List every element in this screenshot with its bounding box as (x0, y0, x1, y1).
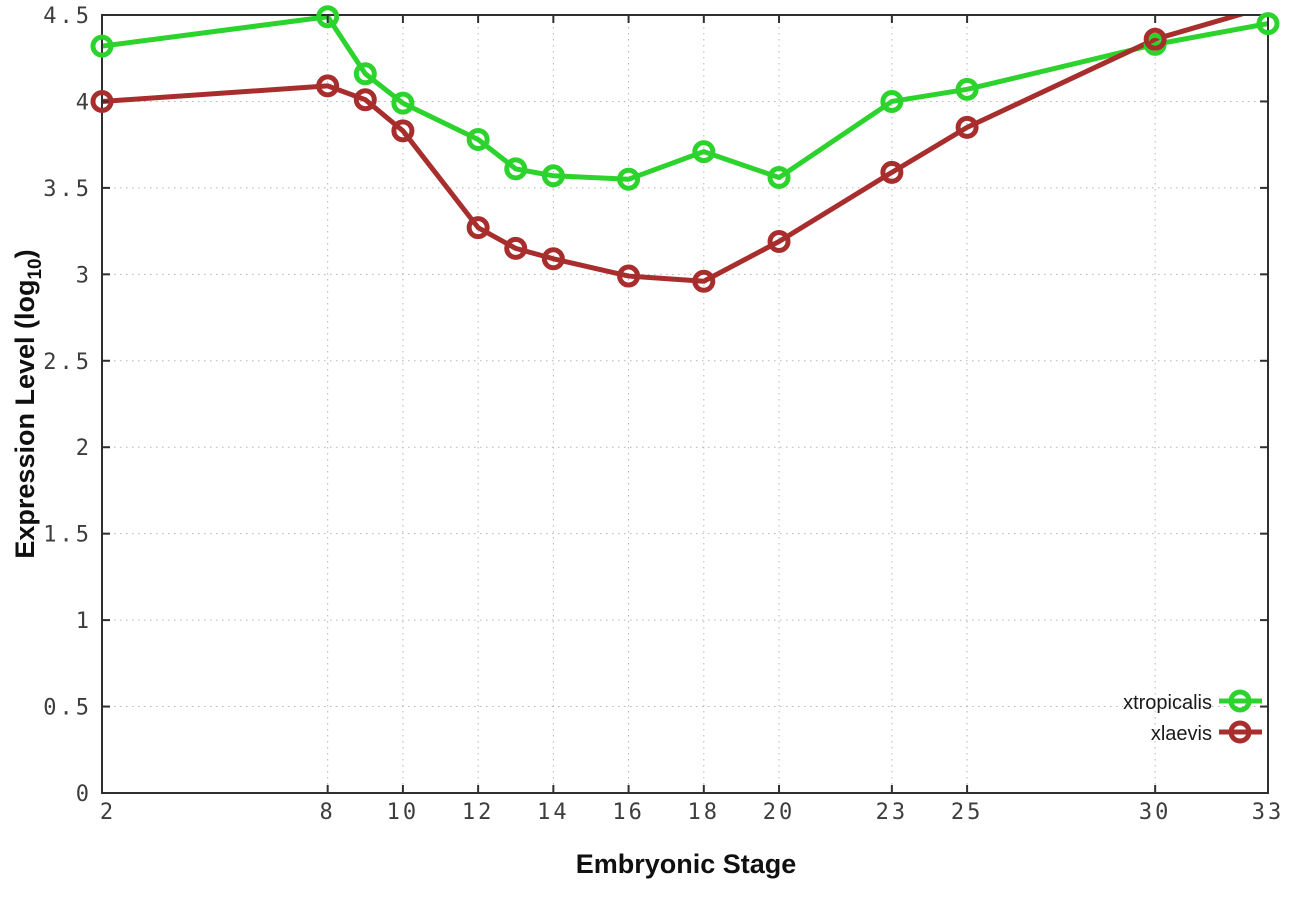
legend-label-xtropicalis: xtropicalis (1123, 692, 1212, 714)
x-tick-label: 14 (537, 800, 570, 825)
x-tick-label: 18 (688, 800, 721, 825)
y-tick-label: 0.5 (43, 696, 92, 721)
data-point-xlaevis-stage-12 (466, 216, 490, 240)
series-line-xtropicalis (102, 15, 1268, 182)
tick-label-layer: 2 8 10 12 14 16 18 20 23 25 30 33 0 0.5 1 1.5 2 2.5 3 3.5 4 4… (43, 4, 1285, 825)
data-point-xtropicalis-stage-18 (692, 140, 716, 164)
legend-label-xlaevis: xlaevis (1151, 723, 1212, 745)
data-point-xlaevis-stage-20 (767, 229, 791, 253)
data-point-xtropicalis-stage-2 (90, 34, 114, 58)
data-point-xlaevis-stage-30 (1143, 27, 1167, 51)
plot-border (101, 14, 1269, 794)
data-point-xtropicalis-stage-20 (767, 166, 791, 190)
y-tick-label: 4.5 (43, 4, 92, 29)
x-tick-label: 30 (1139, 800, 1172, 825)
x-tick-label: 25 (951, 800, 984, 825)
y-tick-label: 2.5 (43, 350, 92, 375)
data-point-xlaevis-stage-14 (541, 247, 565, 271)
marker-layer (90, 5, 1280, 293)
data-point-xtropicalis-stage-9 (353, 62, 377, 86)
data-point-xlaevis-stage-18 (692, 269, 716, 293)
data-point-xtropicalis-stage-25 (955, 77, 979, 101)
data-point-xtropicalis-stage-13 (504, 157, 528, 181)
x-tick-label: 2 (100, 800, 116, 825)
series-line-xlaevis (102, 15, 1248, 284)
legend-item-xlaevis: xlaevis (1151, 720, 1262, 745)
data-point-xlaevis-stage-25 (955, 115, 979, 139)
legend-sample-marker-xlaevis (1228, 720, 1252, 744)
y-tick-label: 3.5 (43, 177, 92, 202)
x-tick-label: 33 (1252, 800, 1285, 825)
y-tick-label: 1.5 (43, 523, 92, 548)
y-axis-title: Expression Level (log10) (10, 249, 46, 558)
data-point-xtropicalis-stage-33 (1256, 12, 1280, 36)
legend-sample-marker-xtropicalis (1228, 689, 1252, 713)
y-tick-label: 2 (76, 436, 92, 461)
data-point-xtropicalis-stage-23 (880, 89, 904, 113)
tick-layer (101, 14, 1269, 794)
data-point-xlaevis-stage-16 (617, 264, 641, 288)
x-axis-title: Embryonic Stage (576, 849, 797, 879)
data-point-xlaevis-stage-23 (880, 160, 904, 184)
x-tick-label: 16 (612, 800, 645, 825)
data-point-xtropicalis-stage-14 (541, 164, 565, 188)
data-point-xlaevis-stage-13 (504, 236, 528, 260)
data-point-xtropicalis-stage-10 (391, 91, 415, 115)
data-point-xlaevis-stage-2 (90, 89, 114, 113)
data-point-xlaevis-stage-8 (316, 74, 340, 98)
y-tick-label: 3 (76, 263, 92, 288)
data-point-xlaevis-stage-9 (353, 88, 377, 112)
y-axis-title-close: ) (10, 249, 40, 258)
y-axis-title-main: Expression Level (log (10, 280, 40, 559)
y-axis-title-subscript: 10 (25, 258, 46, 279)
data-point-xlaevis-stage-10 (391, 119, 415, 143)
y-tick-label: 4 (76, 90, 92, 115)
data-point-xtropicalis-stage-8 (316, 5, 340, 29)
y-tick-label: 1 (76, 609, 92, 634)
series-layer (102, 15, 1268, 284)
grid-layer (102, 15, 1268, 793)
x-tick-label: 23 (876, 800, 909, 825)
data-point-xtropicalis-stage-16 (617, 167, 641, 191)
x-tick-label: 8 (320, 800, 336, 825)
x-tick-label: 20 (763, 800, 796, 825)
x-tick-label: 12 (462, 800, 495, 825)
legend: xtropicalis xlaevis (1123, 689, 1262, 745)
x-tick-label: 10 (387, 800, 420, 825)
legend-item-xtropicalis: xtropicalis (1123, 689, 1262, 714)
y-tick-label: 0 (76, 782, 92, 807)
data-point-xtropicalis-stage-12 (466, 127, 490, 151)
